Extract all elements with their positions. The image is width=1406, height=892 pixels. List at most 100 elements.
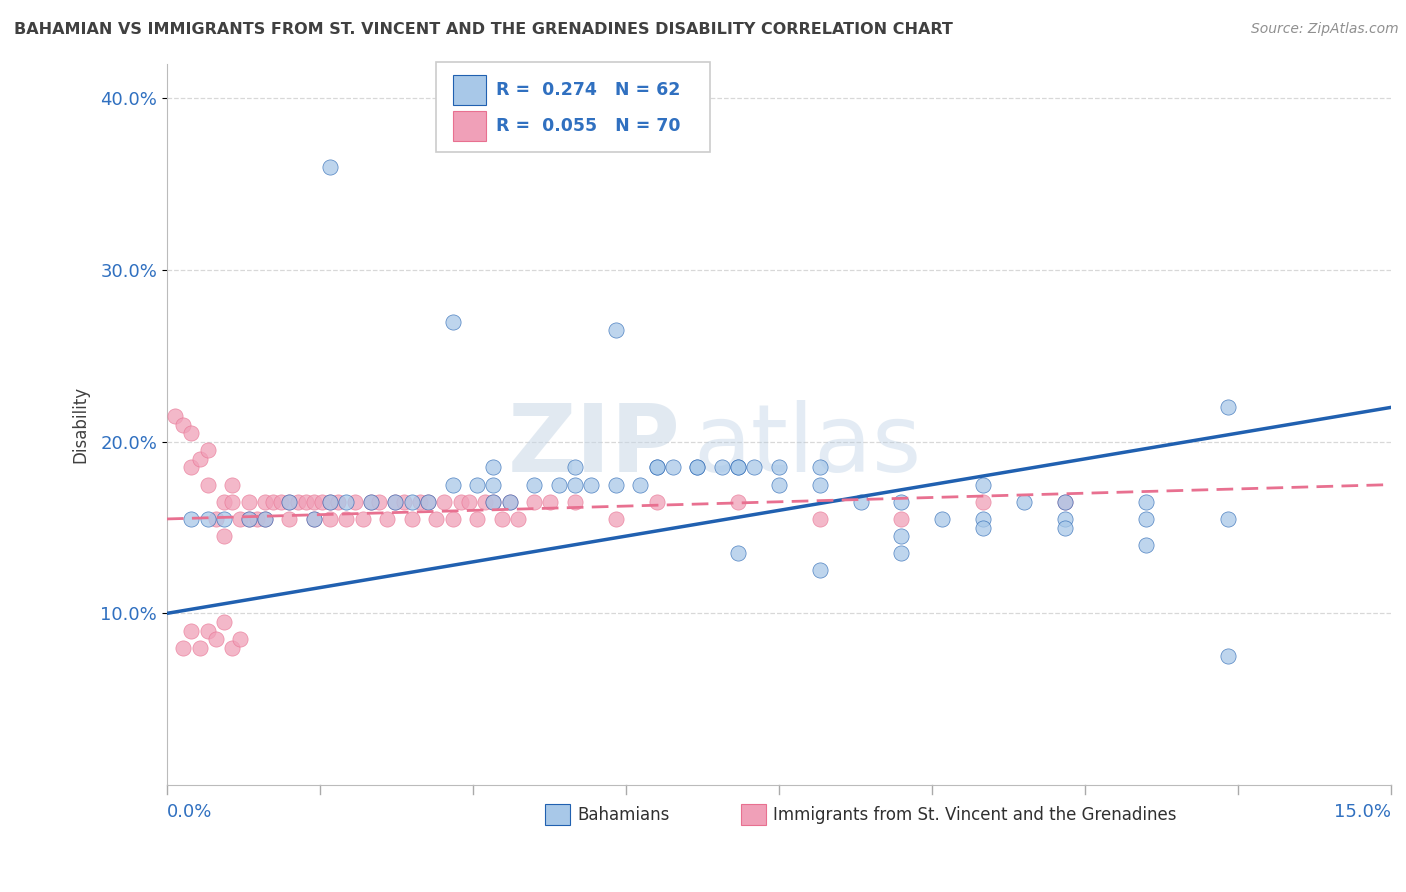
Point	[499, 495, 522, 509]
Point	[890, 529, 912, 543]
Point	[482, 460, 505, 475]
Point	[392, 495, 415, 509]
Point	[416, 495, 439, 509]
Point	[768, 460, 790, 475]
Point	[319, 512, 342, 526]
Point	[180, 624, 202, 638]
Point	[564, 495, 586, 509]
Point	[416, 495, 439, 509]
Point	[482, 495, 505, 509]
Point	[319, 495, 342, 509]
Point	[465, 512, 488, 526]
Point	[441, 314, 464, 328]
Point	[931, 512, 953, 526]
Point	[645, 495, 668, 509]
Point	[262, 495, 284, 509]
Point	[457, 495, 479, 509]
Text: Bahamians: Bahamians	[576, 805, 669, 823]
Point	[482, 495, 505, 509]
Point	[441, 477, 464, 491]
Point	[1053, 495, 1076, 509]
Point	[744, 460, 766, 475]
Point	[1216, 649, 1239, 664]
Point	[335, 512, 357, 526]
Point	[662, 460, 685, 475]
Point	[581, 477, 603, 491]
Point	[368, 495, 391, 509]
Point	[433, 495, 456, 509]
Point	[768, 477, 790, 491]
Point	[229, 632, 252, 646]
Point	[727, 546, 749, 560]
Point	[972, 520, 994, 534]
Point	[302, 512, 325, 526]
Text: R =  0.055   N = 70: R = 0.055 N = 70	[496, 117, 681, 135]
Point	[491, 512, 513, 526]
Text: Immigrants from St. Vincent and the Grenadines: Immigrants from St. Vincent and the Gren…	[773, 805, 1177, 823]
Point	[441, 512, 464, 526]
Point	[1053, 520, 1076, 534]
Point	[221, 495, 243, 509]
Point	[605, 512, 627, 526]
Point	[180, 426, 202, 441]
Point	[605, 477, 627, 491]
Point	[401, 495, 423, 509]
Point	[302, 512, 325, 526]
Point	[221, 477, 243, 491]
Point	[972, 495, 994, 509]
Point	[165, 409, 187, 423]
Point	[212, 512, 235, 526]
Point	[425, 512, 447, 526]
Point	[1012, 495, 1035, 509]
Point	[506, 512, 529, 526]
Point	[360, 495, 382, 509]
Point	[1053, 495, 1076, 509]
Point	[890, 495, 912, 509]
Point	[686, 460, 709, 475]
Point	[253, 512, 276, 526]
Point	[197, 512, 219, 526]
Point	[197, 624, 219, 638]
Point	[1135, 512, 1157, 526]
Point	[311, 495, 333, 509]
Point	[808, 460, 831, 475]
Point	[564, 460, 586, 475]
Point	[564, 477, 586, 491]
Point	[628, 477, 651, 491]
Point	[384, 495, 406, 509]
Text: 0.0%: 0.0%	[167, 803, 212, 821]
Point	[450, 495, 472, 509]
Point	[890, 512, 912, 526]
FancyBboxPatch shape	[546, 804, 569, 825]
Point	[253, 512, 276, 526]
Text: R =  0.274   N = 62: R = 0.274 N = 62	[496, 81, 681, 99]
Point	[890, 546, 912, 560]
Point	[808, 512, 831, 526]
Point	[1135, 495, 1157, 509]
Point	[1053, 512, 1076, 526]
Text: ZIP: ZIP	[508, 401, 681, 492]
Point	[547, 477, 569, 491]
Point	[352, 512, 374, 526]
Point	[499, 495, 522, 509]
Point	[727, 460, 749, 475]
Point	[1216, 512, 1239, 526]
Point	[188, 451, 211, 466]
Point	[482, 477, 505, 491]
Point	[188, 640, 211, 655]
Point	[328, 495, 350, 509]
Point	[238, 495, 260, 509]
Point	[540, 495, 562, 509]
Point	[205, 632, 228, 646]
Point	[221, 640, 243, 655]
Point	[197, 443, 219, 458]
Point	[212, 495, 235, 509]
Text: atlas: atlas	[693, 401, 921, 492]
Point	[180, 460, 202, 475]
Point	[401, 512, 423, 526]
Point	[278, 512, 301, 526]
Point	[360, 495, 382, 509]
Point	[212, 529, 235, 543]
Point	[205, 512, 228, 526]
Point	[302, 495, 325, 509]
